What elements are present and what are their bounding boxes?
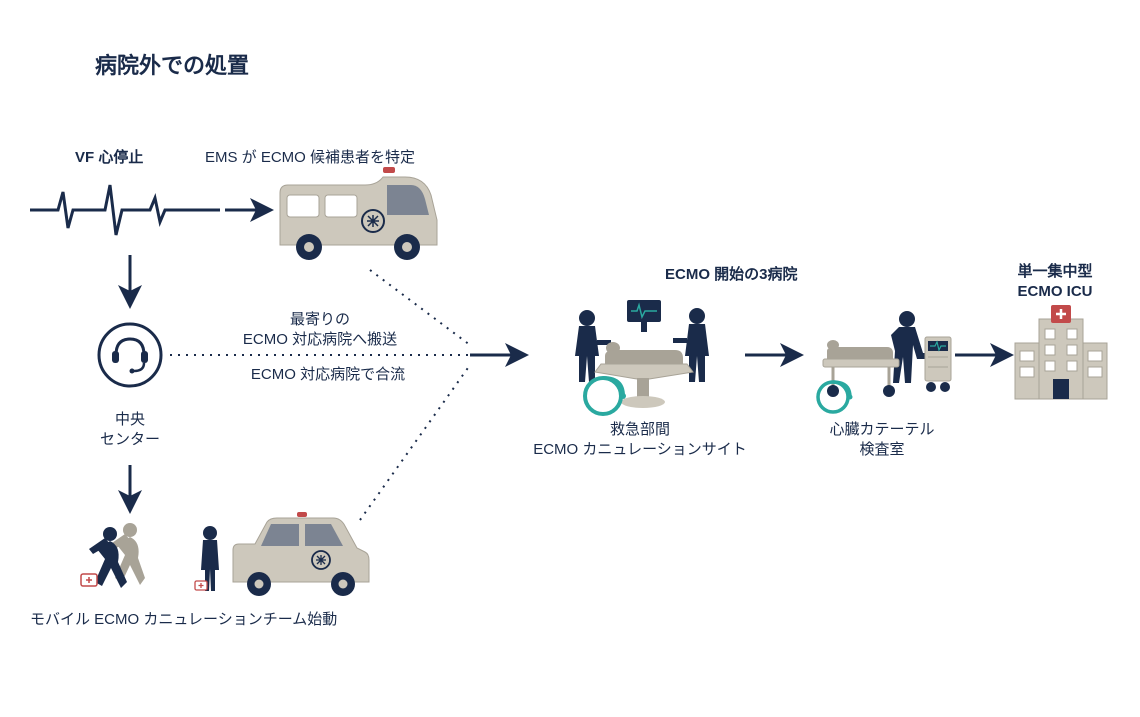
cath-scene-icon bbox=[805, 305, 955, 415]
dotted-suv bbox=[360, 365, 470, 520]
ambulance-icon bbox=[265, 165, 445, 265]
diagram-stage: 病院外での処置 VF 心停止 EMS が ECMO 候補患者を特定 中央センター… bbox=[0, 0, 1140, 717]
runners-icon bbox=[75, 520, 165, 600]
doctor-waiting-icon bbox=[195, 525, 225, 595]
hospital-icon bbox=[1015, 305, 1107, 403]
headset-icon bbox=[96, 321, 164, 389]
dotted-amb bbox=[370, 270, 470, 345]
suv-icon bbox=[225, 510, 375, 600]
ed-scene-icon bbox=[555, 300, 730, 415]
